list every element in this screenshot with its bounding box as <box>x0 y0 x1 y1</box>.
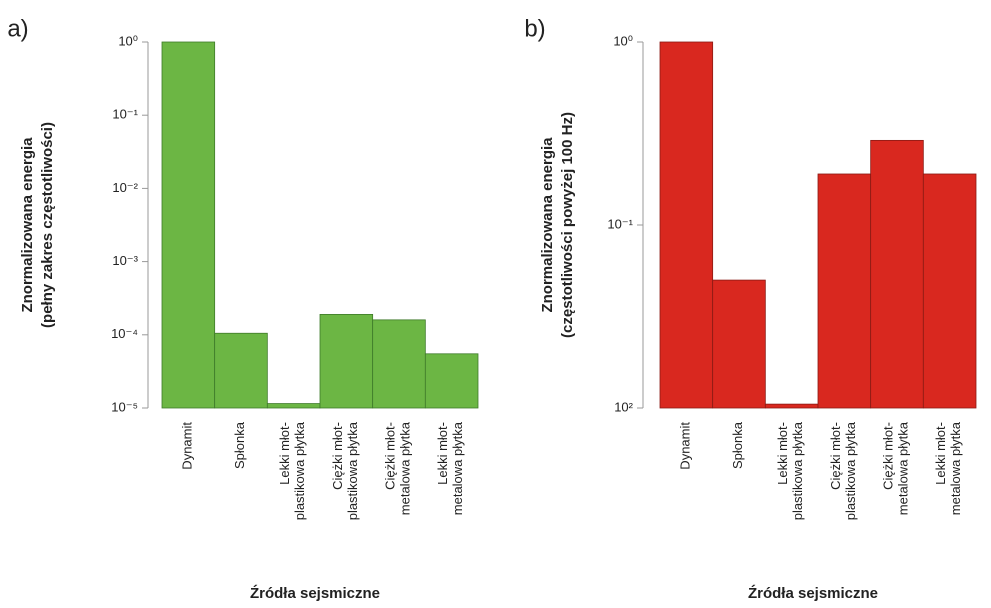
bar <box>319 313 374 409</box>
y-tick-label: 10² <box>614 399 633 414</box>
x-tick-label: Lekki młot-plastikowa płytka <box>278 421 308 520</box>
y-tick-label: 10⁰ <box>118 33 138 48</box>
bar <box>424 353 479 409</box>
x-tick-label: Spłonka <box>232 421 247 469</box>
x-tick-label: Lekki młot-metalowa płytka <box>934 421 964 515</box>
x-tick-label: Ciężki młot-metalowa płytka <box>383 421 413 515</box>
y-axis-label: Znormalizowana energia <box>19 137 36 313</box>
bar <box>266 403 321 409</box>
y-tick-label: 10⁻¹ <box>112 107 138 122</box>
x-tick-label: Dynamit <box>180 422 195 470</box>
y-tick-label: 10⁻² <box>112 180 138 195</box>
panel-label: a) <box>7 15 28 42</box>
bar <box>870 139 924 409</box>
y-tick-label: 10⁻⁵ <box>111 399 138 414</box>
y-tick-label: 10⁰ <box>613 33 633 48</box>
y-tick-label: 10⁻¹ <box>607 216 633 231</box>
x-tick-label: Lekki młot-plastikowa płytka <box>776 421 806 520</box>
x-tick-label: Lekki młot-metalowa płytka <box>436 421 466 515</box>
bar <box>764 403 819 409</box>
x-tick-label: Spłonka <box>730 421 745 469</box>
bar <box>372 319 426 409</box>
x-axis-label: Źródła sejsmiczne <box>748 585 878 602</box>
y-axis-label: (pełny zakres częstotliwości) <box>39 122 56 328</box>
y-tick-label: 10⁻⁴ <box>111 326 138 341</box>
bar <box>214 332 268 409</box>
bar <box>712 279 766 409</box>
x-axis-label: Źródła sejsmiczne <box>250 585 380 602</box>
x-tick-label: Ciężki młot-plastikowa płytka <box>828 421 858 520</box>
y-axis-label: Znormalizowana energia <box>539 137 556 313</box>
y-tick-label: 10⁻³ <box>112 253 138 268</box>
x-tick-label: Dynamit <box>678 422 693 470</box>
bar <box>922 173 977 409</box>
panel-label: b) <box>524 15 545 42</box>
bar <box>817 173 872 409</box>
bar <box>659 41 714 409</box>
x-tick-label: Ciężki młot-metalowa płytka <box>881 421 911 515</box>
y-axis-label: (częstotliwości powyżej 100 Hz) <box>559 112 576 338</box>
bar <box>161 41 216 409</box>
x-tick-label: Ciężki młot-plastikowa płytka <box>330 421 360 520</box>
